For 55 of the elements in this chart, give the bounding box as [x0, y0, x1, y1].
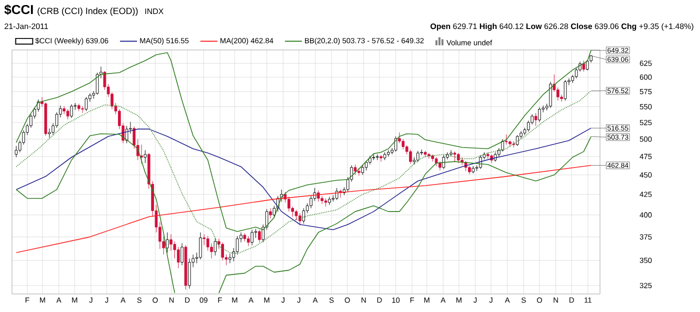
candlestick: [335, 188, 338, 200]
candlestick: [516, 134, 519, 146]
candlestick: [170, 234, 172, 252]
candlestick: [214, 238, 217, 256]
candlestick: [144, 150, 147, 164]
line-series: [16, 128, 592, 230]
candlestick: [14, 146, 18, 158]
candlestick: [453, 151, 456, 162]
candlestick: [236, 236, 239, 255]
candlestick: [202, 234, 206, 246]
candlestick: [508, 140, 512, 147]
candlestick: [140, 144, 143, 164]
candlestick: [250, 229, 254, 246]
candlestick: [328, 196, 331, 206]
candlestick: [221, 242, 224, 261]
candlestick: [302, 208, 306, 224]
candlestick: [298, 212, 302, 226]
line-series: [16, 164, 592, 254]
candlestick: [354, 164, 357, 176]
candlestick: [199, 232, 202, 260]
candlestick: [416, 150, 420, 163]
candlestick: [320, 196, 324, 204]
candlestick: [538, 107, 541, 122]
candlestick: [556, 87, 560, 101]
candlestick: [527, 120, 530, 132]
candlestick: [228, 253, 232, 264]
candlestick: [70, 104, 73, 118]
candlestick: [428, 152, 430, 159]
candlestick: [176, 246, 180, 268]
candlestick: [246, 236, 250, 246]
candlestick: [398, 132, 401, 144]
candlestick: [380, 154, 382, 162]
candlestick: [582, 60, 586, 72]
candlestick: [287, 196, 290, 212]
candlestick: [166, 232, 169, 253]
candlestick: [269, 208, 272, 219]
candlestick: [81, 106, 84, 114]
candlestick: [361, 164, 364, 176]
candlestick: [450, 150, 452, 156]
candlestick: [188, 258, 191, 289]
candlestick: [84, 96, 88, 112]
candlestick: [534, 112, 538, 126]
chart-subtitle: (CRB (CCI) Index (EOD)): [38, 8, 138, 16]
candlestick: [442, 154, 446, 170]
chart-title: $CCI: [4, 4, 33, 15]
candlestick: [180, 243, 184, 266]
candlestick: [504, 134, 508, 145]
candlestick: [103, 70, 106, 90]
candlestick: [549, 81, 552, 108]
candlestick: [66, 108, 70, 120]
candlestick: [409, 149, 412, 164]
candlestick: [258, 229, 261, 243]
candlestick: [564, 80, 567, 101]
candlestick: [310, 196, 312, 208]
line-series: [16, 90, 592, 254]
